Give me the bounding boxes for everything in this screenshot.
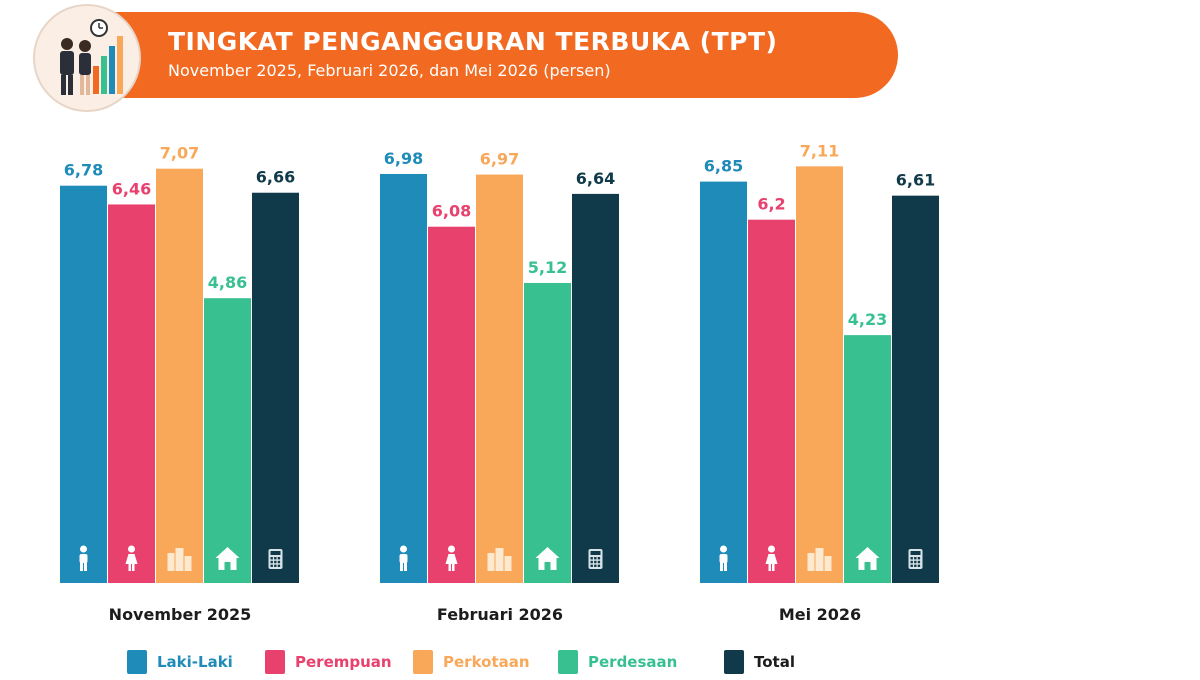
data-label: 7,11	[800, 141, 839, 160]
title-banner	[60, 12, 898, 98]
data-label: 6,85	[704, 157, 743, 176]
male-icon	[719, 545, 728, 571]
bar-perempuan-2	[428, 226, 475, 583]
house-icon	[558, 650, 578, 674]
category-label: November 2025	[109, 605, 252, 624]
bar-total-3	[892, 195, 939, 584]
house-icon	[535, 547, 560, 570]
data-label: 6,98	[384, 149, 423, 168]
female-icon	[445, 545, 458, 571]
calculator-icon	[724, 650, 744, 674]
city-icon	[167, 548, 192, 571]
data-label: 6,97	[480, 150, 519, 169]
workers-logo-icon	[33, 4, 141, 112]
legend-label: Laki-Laki	[157, 653, 233, 671]
female-icon	[125, 545, 138, 571]
data-label: 6,2	[757, 195, 785, 214]
bar-perdesaan-3	[844, 335, 891, 583]
house-icon	[855, 547, 880, 570]
calculator-icon	[268, 549, 283, 569]
data-label: 6,66	[256, 168, 295, 187]
bar-laki-laki-1	[60, 185, 107, 583]
data-label: 6,08	[432, 202, 471, 221]
calculator-icon	[588, 549, 603, 569]
data-label: 7,07	[160, 144, 199, 163]
bar-laki-laki-2	[380, 173, 427, 584]
category-label: Mei 2026	[779, 605, 861, 624]
tpt-bar-chart: 6,78 6,46 7,07 4,86 6,66 November 2025 6,98 6,0…	[60, 141, 939, 624]
data-label: 6,64	[576, 169, 615, 188]
data-label: 5,12	[528, 258, 567, 277]
city-icon	[413, 650, 433, 674]
legend-label: Perempuan	[295, 653, 392, 671]
legend-label: Perdesaan	[588, 653, 678, 671]
city-icon	[487, 548, 512, 571]
bar-laki-laki-3	[700, 181, 747, 583]
data-label: 6,78	[64, 161, 103, 180]
bar-perkotaan-2	[476, 174, 523, 584]
calculator-icon	[908, 549, 923, 569]
page-title: TINGKAT PENGANGGURAN TERBUKA (TPT)	[168, 27, 778, 56]
bar-perdesaan-1	[204, 298, 251, 583]
bar-perkotaan-3	[796, 166, 843, 583]
bar-perkotaan-1	[156, 168, 203, 583]
data-label: 6,46	[112, 179, 151, 198]
legend-label: Perkotaan	[443, 653, 530, 671]
bar-total-2	[572, 193, 619, 583]
city-icon	[807, 548, 832, 571]
data-label: 4,23	[848, 310, 887, 329]
female-icon	[265, 650, 285, 674]
legend-label: Total	[754, 653, 795, 671]
page-subtitle: November 2025, Februari 2026, dan Mei 20…	[168, 61, 611, 80]
bar-perempuan-3	[748, 219, 795, 583]
female-icon	[765, 545, 778, 571]
male-icon	[127, 650, 147, 674]
bar-perempuan-1	[108, 204, 155, 583]
male-icon	[399, 545, 408, 571]
data-label: 6,61	[896, 171, 935, 190]
male-icon	[79, 545, 88, 571]
house-icon	[215, 547, 240, 570]
data-label: 4,86	[208, 273, 247, 292]
bar-perdesaan-2	[524, 282, 571, 583]
category-label: Februari 2026	[437, 605, 563, 624]
bar-total-1	[252, 192, 299, 583]
